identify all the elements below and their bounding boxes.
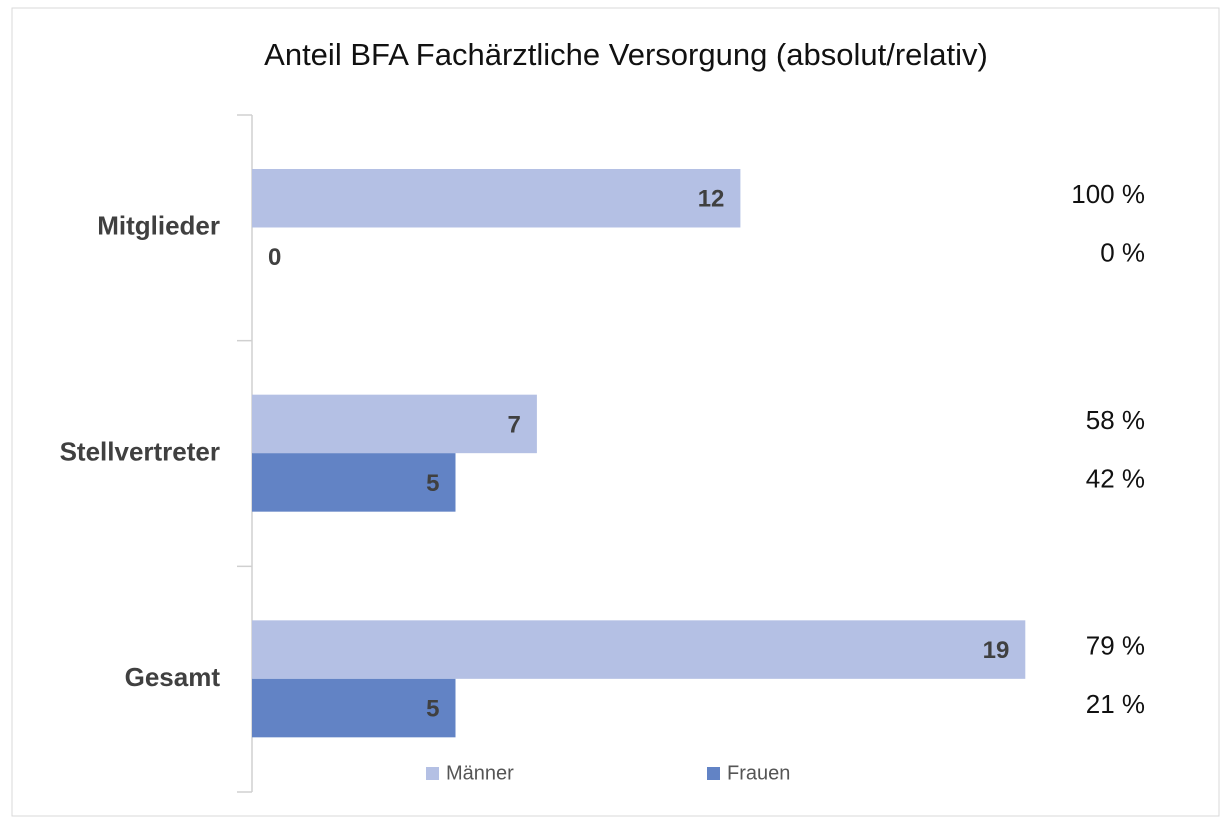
- share-label: 58 %: [1086, 405, 1145, 435]
- chart-title: Anteil BFA Fachärztliche Versorgung (abs…: [264, 37, 988, 72]
- category-label: Gesamt: [125, 662, 221, 692]
- value-label: 12: [698, 186, 725, 213]
- value-label: 0: [268, 244, 281, 271]
- legend-swatch: [426, 767, 439, 780]
- share-label: 0 %: [1100, 238, 1145, 268]
- value-label: 5: [426, 470, 439, 497]
- bar: [252, 394, 537, 454]
- legend-label: Männer: [446, 762, 514, 784]
- category-label: Mitglieder: [97, 211, 220, 241]
- share-label: 79 %: [1086, 630, 1145, 660]
- share-label: 21 %: [1086, 689, 1145, 719]
- share-label: 42 %: [1086, 463, 1145, 493]
- category-label: Stellvertreter: [60, 436, 220, 466]
- bar: [252, 620, 1026, 679]
- share-label: 100 %: [1071, 179, 1145, 209]
- value-label: 19: [983, 637, 1010, 664]
- bar: [252, 169, 741, 228]
- bar: [252, 453, 456, 512]
- value-label: 5: [426, 695, 439, 722]
- legend-swatch: [707, 767, 720, 780]
- value-label: 7: [508, 411, 521, 438]
- legend-label: Frauen: [727, 762, 790, 784]
- bar: [252, 678, 456, 738]
- chart-frame: [11, 7, 1220, 817]
